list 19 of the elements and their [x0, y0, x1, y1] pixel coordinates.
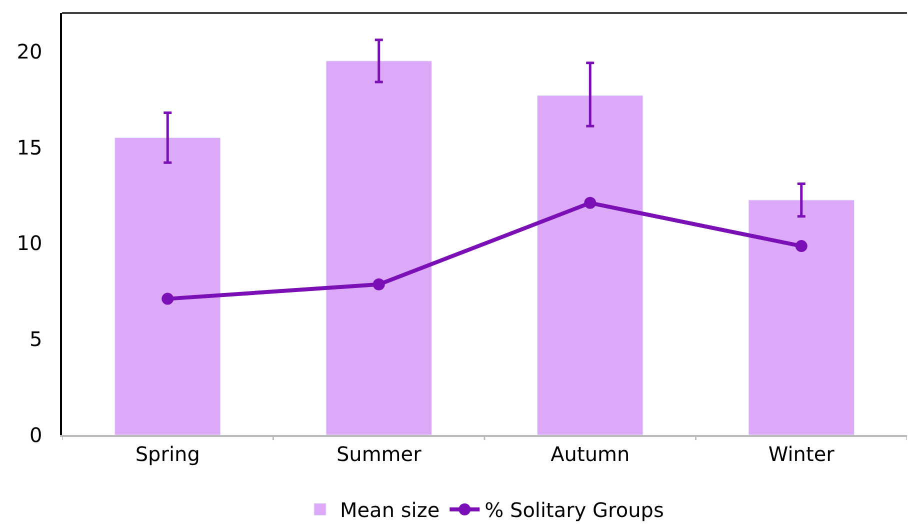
point — [795, 240, 808, 252]
y-tick-label: 0 — [30, 423, 42, 447]
legend-label: Mean size — [340, 498, 440, 522]
x-tick-label: Winter — [768, 442, 836, 466]
x-tick-label: Autumn — [550, 442, 630, 466]
point — [162, 292, 174, 305]
x-tick-label: Spring — [135, 442, 200, 466]
bar — [326, 60, 432, 435]
bar — [537, 95, 644, 435]
y-tick-label: 10 — [16, 231, 42, 256]
y-tick-label: 5 — [30, 327, 42, 352]
x-tick-label: Summer — [336, 442, 422, 466]
point — [584, 196, 596, 209]
bar — [114, 137, 221, 435]
point — [372, 278, 385, 290]
y-tick-label: 20 — [16, 39, 42, 64]
bar — [748, 200, 854, 435]
legend-label: % Solitary Groups — [484, 498, 664, 522]
y-tick-label: 15 — [16, 135, 42, 160]
